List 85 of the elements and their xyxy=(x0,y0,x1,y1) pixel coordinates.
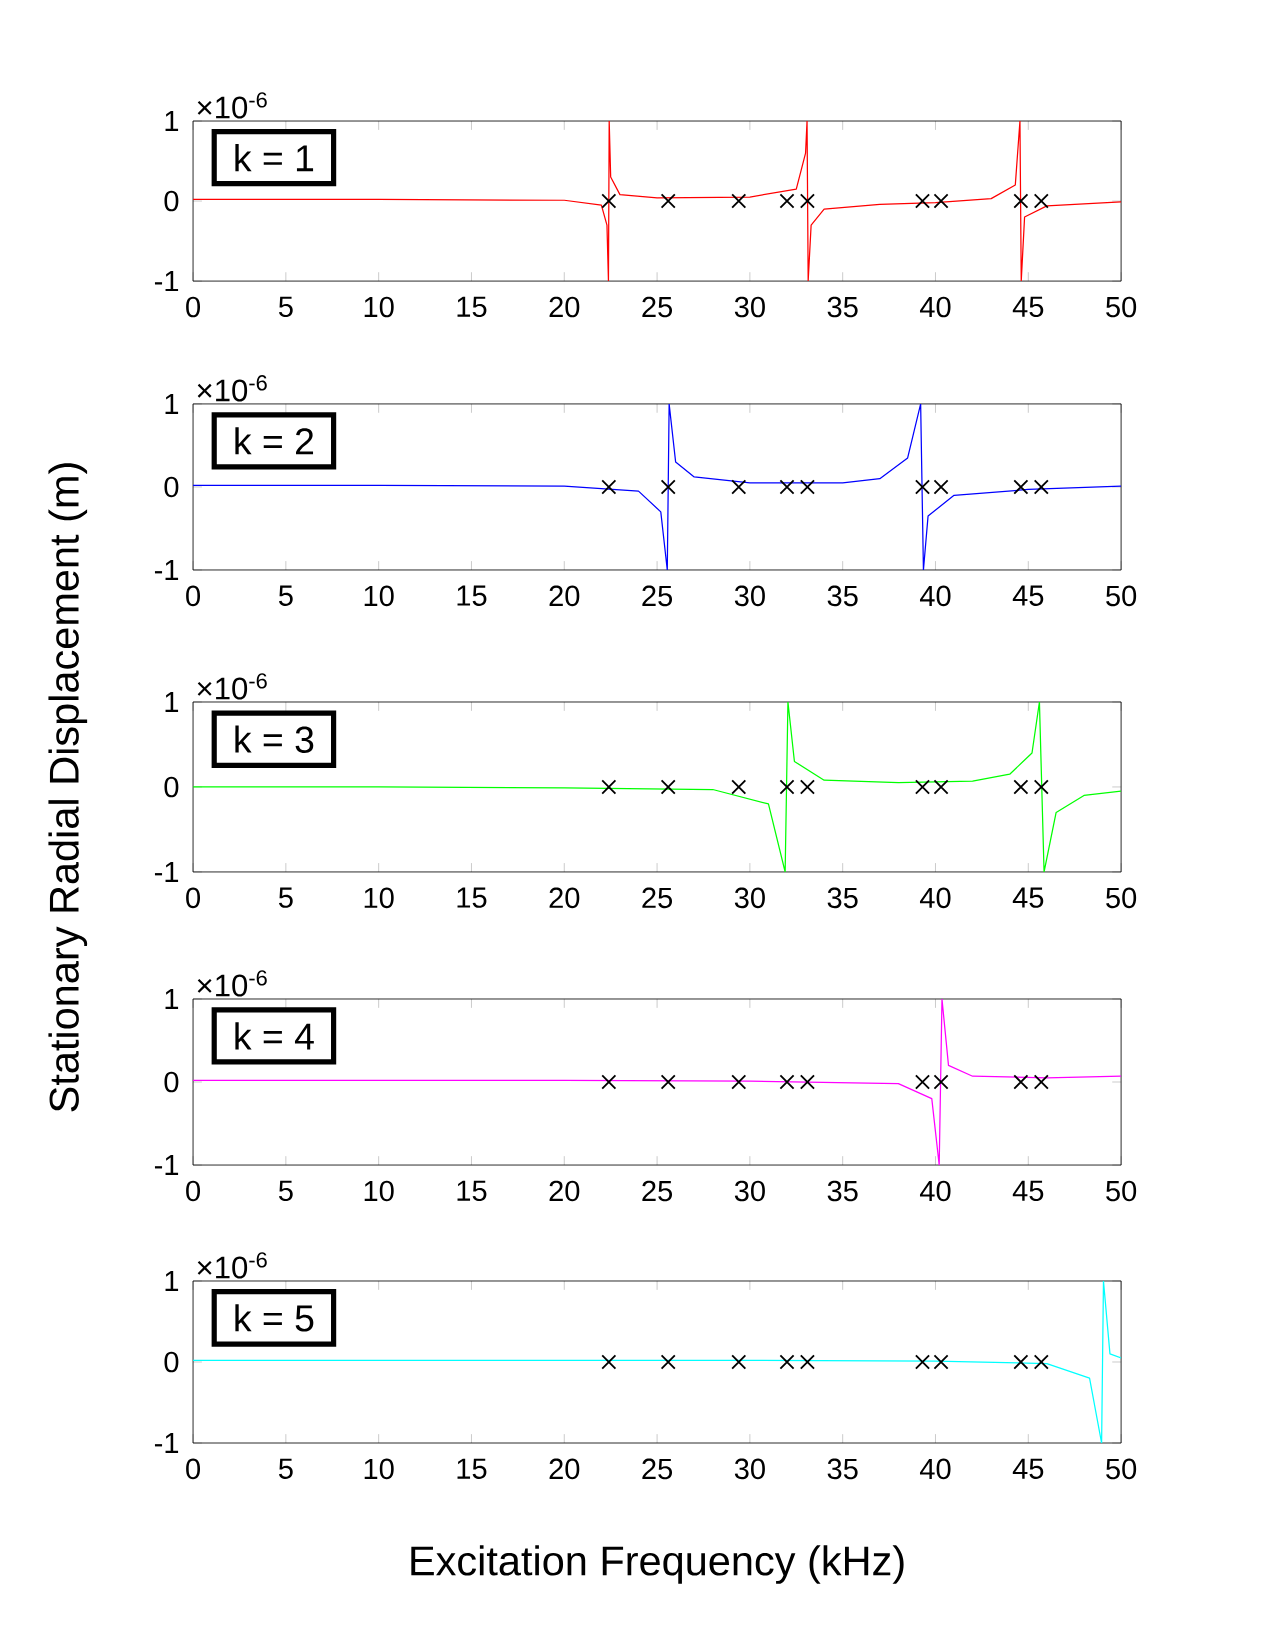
x-tick-label: 15 xyxy=(457,887,487,908)
x-tick-label: 40 xyxy=(919,1180,951,1202)
x-tick-label: 0 xyxy=(186,1180,201,1202)
y-tick-label: 1 xyxy=(165,989,179,1009)
x-tick-label: 15 xyxy=(457,296,487,317)
y-tick-label: 0 xyxy=(164,1071,179,1093)
y-tick-label: 1 xyxy=(165,393,179,414)
x-tick-label: 45 xyxy=(1012,296,1044,317)
x-tick-label: 30 xyxy=(734,1458,765,1480)
x-tick-label: 5 xyxy=(278,1180,293,1201)
x-tick-label: 40 xyxy=(919,1458,951,1480)
annotation: k = 1 xyxy=(235,144,314,172)
x-tick-label: 0 xyxy=(186,296,201,318)
x-tick-label: 15 xyxy=(457,585,487,606)
x-tick-label: 5 xyxy=(278,887,293,908)
y-axis-title: Stationary Radial Displacement (m) xyxy=(48,463,88,1112)
x-tick-label: 45 xyxy=(1012,585,1044,606)
annotation: k = 4 xyxy=(235,1022,314,1050)
x-tick-label: 35 xyxy=(827,1458,858,1480)
annotation: k = 3 xyxy=(235,725,314,753)
x-tick-label: 45 xyxy=(1012,887,1044,908)
y-tick-label: -1 xyxy=(154,559,179,580)
x-tick-label: 25 xyxy=(642,887,673,909)
x-tick-label: 35 xyxy=(827,1180,858,1202)
x-tick-label: 20 xyxy=(549,1180,580,1202)
line-series xyxy=(193,121,1122,282)
x-tick-label: 35 xyxy=(827,585,858,607)
x-tick-label: 30 xyxy=(734,585,765,607)
text: ×10$^{-6}$ xyxy=(197,92,267,119)
x-tick-label: 50 xyxy=(1106,1458,1137,1480)
x-tick-label: 45 xyxy=(1012,1180,1044,1201)
x-tick-label: 10 xyxy=(364,1180,394,1202)
annotation: k = 5 xyxy=(235,1304,314,1332)
x-tick-label: 25 xyxy=(642,585,673,607)
x-tick-label: 30 xyxy=(734,1180,765,1202)
y-tick-label: 1 xyxy=(165,1271,179,1291)
x-tick-label: 0 xyxy=(186,1458,201,1480)
text: ×10$^{-6}$ xyxy=(197,970,267,997)
x-tick-label: 50 xyxy=(1106,585,1137,607)
y-tick-label: -1 xyxy=(154,1155,179,1176)
x-axis-title: Excitation Frequency (kHz) xyxy=(411,1545,904,1584)
x-tick-label: 50 xyxy=(1106,296,1137,318)
x-tick-label: 5 xyxy=(278,1458,293,1479)
x-tick-label: 50 xyxy=(1106,887,1137,909)
x-tick-label: 40 xyxy=(919,887,951,909)
x-tick-label: 15 xyxy=(457,1458,487,1479)
text: ×10$^{-6}$ xyxy=(197,1252,267,1279)
x-tick-label: 5 xyxy=(278,585,293,606)
y-tick-label: 1 xyxy=(165,692,179,712)
x-tick-label: 0 xyxy=(186,887,201,909)
x-tick-label: 25 xyxy=(642,1458,673,1480)
x-tick-label: 20 xyxy=(549,887,580,909)
x-tick-label: 40 xyxy=(919,296,951,318)
x-tick-label: 45 xyxy=(1012,1458,1044,1479)
y-tick-label: 0 xyxy=(164,190,179,212)
x-tick-label: 10 xyxy=(364,887,394,909)
x-tick-label: 50 xyxy=(1106,1180,1137,1202)
x-tick-label: 15 xyxy=(457,1180,487,1201)
x-tick-label: 5 xyxy=(278,296,293,317)
y-tick-label: 0 xyxy=(164,476,179,498)
x-tick-label: 10 xyxy=(364,585,394,607)
x-tick-label: 0 xyxy=(186,585,201,607)
y-tick-label: 1 xyxy=(165,111,179,132)
x-tick-label: 30 xyxy=(734,296,765,318)
x-tick-label: 25 xyxy=(642,1180,673,1202)
x-tick-label: 30 xyxy=(734,887,765,909)
text: ×10$^{-6}$ xyxy=(197,673,267,700)
y-tick-label: -1 xyxy=(154,1433,179,1453)
line-series xyxy=(193,701,1122,872)
x-tick-label: 25 xyxy=(642,296,673,318)
line-series xyxy=(193,403,1122,570)
x-tick-label: 35 xyxy=(827,887,858,909)
x-tick-label: 10 xyxy=(364,296,394,318)
annotation: k = 2 xyxy=(235,427,314,455)
x-tick-label: 20 xyxy=(549,1458,580,1480)
y-tick-label: -1 xyxy=(154,861,179,882)
x-tick-label: 40 xyxy=(919,585,951,607)
x-tick-label: 20 xyxy=(549,585,580,607)
y-tick-label: -1 xyxy=(154,271,179,292)
text: ×10$^{-6}$ xyxy=(197,375,267,402)
y-tick-label: 0 xyxy=(164,776,179,798)
y-tick-label: 0 xyxy=(164,1351,179,1373)
x-tick-label: 20 xyxy=(549,296,580,318)
x-tick-label: 35 xyxy=(827,296,858,318)
x-tick-label: 10 xyxy=(364,1458,394,1480)
